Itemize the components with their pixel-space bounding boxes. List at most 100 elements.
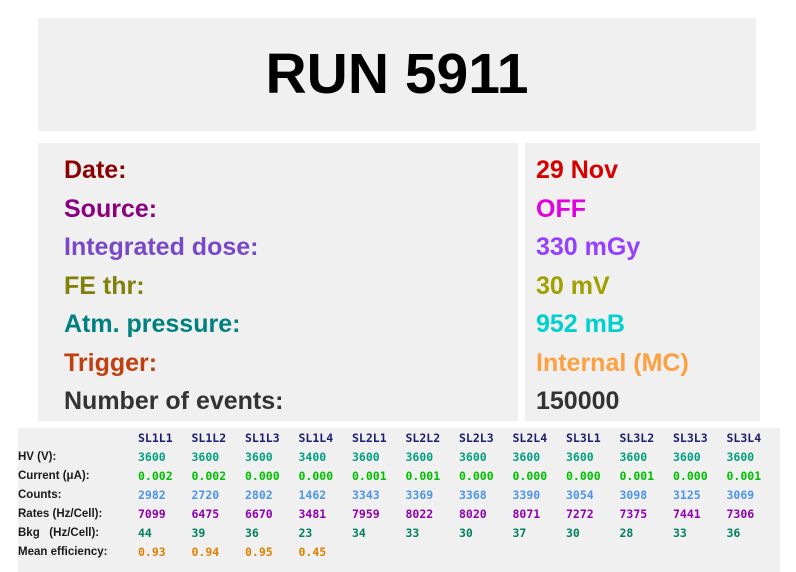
table-cell: 3343 bbox=[352, 487, 380, 502]
table-cell: 2802 bbox=[245, 487, 273, 502]
table-cell: 0.45 bbox=[298, 544, 327, 559]
table-cell: 3125 bbox=[673, 487, 701, 502]
table-column-header: SL2L2 bbox=[405, 430, 441, 445]
table-cell: 0.000 bbox=[673, 468, 708, 483]
info-value: 952 mB bbox=[536, 310, 625, 338]
table-cell: 0.001 bbox=[619, 468, 655, 483]
info-value: 150000 bbox=[536, 387, 620, 415]
table-cell: 3369 bbox=[405, 487, 434, 502]
table-row-header: HV (V): bbox=[18, 450, 57, 463]
table-row: HV (V): 3600 3600 3600 3400 3600 3600 3600 3600 3… bbox=[18, 447, 780, 466]
slot-layer-table-panel: SL1L1 SL1L2 SL1L3 SL1L4 SL2L1 SL2L2 SL2L3 SL2L4… bbox=[18, 428, 780, 572]
table-cell bbox=[352, 542, 406, 561]
table-cell: 0.002 bbox=[191, 468, 227, 483]
info-label: Trigger: bbox=[64, 348, 158, 377]
info-value: 30 mV bbox=[536, 271, 610, 300]
table-cell: 0.001 bbox=[352, 468, 387, 483]
run-title-panel: RUN 5911 bbox=[38, 18, 756, 131]
table-cell: 36 bbox=[245, 525, 259, 540]
table-cell: 3481 bbox=[298, 506, 327, 521]
table-corner-cell bbox=[18, 428, 138, 447]
table-cell: 3600 bbox=[352, 449, 380, 464]
table-cell: 7959 bbox=[352, 506, 380, 521]
table-cell: 0.94 bbox=[191, 544, 220, 559]
table-cell: 3600 bbox=[673, 449, 701, 464]
table-cell: 3368 bbox=[459, 487, 487, 502]
table-cell: 7375 bbox=[619, 506, 648, 521]
table-cell bbox=[727, 542, 781, 561]
info-value: Internal (MC) bbox=[536, 348, 689, 377]
table-cell: 3390 bbox=[512, 487, 541, 502]
table-cell bbox=[673, 542, 727, 561]
table-cell bbox=[566, 542, 620, 561]
table-cell: 3098 bbox=[619, 487, 648, 502]
table-cell bbox=[459, 542, 513, 561]
table-cell: 3600 bbox=[405, 449, 434, 464]
table-row: Rates (Hz/Cell): 7099 6475 6670 3481 7959 8022… bbox=[18, 504, 780, 523]
info-label: Integrated dose: bbox=[64, 233, 259, 261]
table-column-header: SL2L3 bbox=[459, 430, 494, 445]
table-cell: 3600 bbox=[138, 449, 166, 464]
table-cell: 0.93 bbox=[138, 544, 166, 559]
table-header: SL1L1 SL1L2 SL1L3 SL1L4 SL2L1 SL2L2 SL2L3 SL2L4… bbox=[18, 428, 780, 447]
table-column-header: SL1L3 bbox=[245, 430, 280, 445]
table-cell: 3600 bbox=[512, 449, 541, 464]
info-label: Atm. pressure: bbox=[64, 310, 241, 338]
table-column-header: SL2L1 bbox=[352, 430, 387, 445]
table-cell: 37 bbox=[512, 525, 527, 540]
table-cell: 0.000 bbox=[459, 468, 494, 483]
table-cell: 8071 bbox=[512, 506, 541, 521]
table-cell: 3600 bbox=[191, 449, 220, 464]
table-cell: 3600 bbox=[566, 449, 594, 464]
table-body: HV (V): 3600 3600 3600 3400 3600 3600 3600 3600 3… bbox=[18, 447, 780, 561]
table-cell: 3054 bbox=[566, 487, 594, 502]
info-label: Source: bbox=[64, 194, 158, 223]
table-cell: 30 bbox=[566, 525, 580, 540]
table-cell: 3069 bbox=[726, 487, 755, 502]
table-cell: 0.001 bbox=[405, 468, 441, 483]
table-cell bbox=[513, 542, 567, 561]
table-cell: 0.000 bbox=[298, 468, 334, 483]
table-column-header: SL1L2 bbox=[191, 430, 227, 445]
table-cell: 23 bbox=[298, 525, 313, 540]
info-value: 29 Nov bbox=[536, 156, 618, 184]
run-info-labels-panel: Date: Source: Integrated dose: FE thr: Atm. … bbox=[38, 143, 518, 421]
table-cell bbox=[406, 542, 460, 561]
table-row-header: Counts: bbox=[18, 488, 62, 501]
table-cell: 7099 bbox=[138, 506, 166, 521]
table-cell: 6475 bbox=[191, 506, 220, 521]
run-info-values-panel: 29 Nov OFF 330 mGy 30 mV 952 mB Internal (MC)… bbox=[525, 143, 760, 421]
table-cell: 0.001 bbox=[726, 468, 762, 483]
table-cell: 28 bbox=[619, 525, 634, 540]
info-label: FE thr: bbox=[64, 271, 145, 300]
table-column-header: SL1L1 bbox=[138, 430, 173, 445]
table-column-header: SL3L3 bbox=[673, 430, 708, 445]
table-cell: 7306 bbox=[726, 506, 755, 521]
table-column-header: SL2L4 bbox=[512, 430, 548, 445]
table-cell: 34 bbox=[352, 525, 366, 540]
table-row: Mean efficiency: 0.93 0.94 0.95 0.45 bbox=[18, 542, 780, 561]
table-cell: 0.000 bbox=[245, 468, 280, 483]
table-cell: 0.000 bbox=[512, 468, 548, 483]
info-value: OFF bbox=[536, 194, 586, 223]
table-cell: 0.002 bbox=[138, 468, 173, 483]
table-cell: 44 bbox=[138, 525, 152, 540]
table-row-header: Rates (Hz/Cell): bbox=[18, 507, 103, 520]
table-cell: 8022 bbox=[405, 506, 434, 521]
table-column-header: SL3L1 bbox=[566, 430, 601, 445]
table-cell bbox=[620, 542, 674, 561]
table-column-header: SL3L4 bbox=[726, 430, 762, 445]
page-title: RUN 5911 bbox=[265, 42, 529, 106]
table-row: Counts: 2982 2720 2802 1462 3343 3369 3368 3390 3… bbox=[18, 485, 780, 504]
table-cell: 30 bbox=[459, 525, 473, 540]
table-cell: 6670 bbox=[245, 506, 273, 521]
table-row-header: Mean efficiency: bbox=[18, 545, 108, 558]
table-cell: 3600 bbox=[459, 449, 487, 464]
table-cell: 36 bbox=[726, 525, 741, 540]
table-row: Current (μA): 0.002 0.002 0.000 0.000 0.001 0.… bbox=[18, 466, 780, 485]
table-cell: 0.95 bbox=[245, 544, 273, 559]
table-cell: 3600 bbox=[245, 449, 273, 464]
table-cell: 33 bbox=[405, 525, 420, 540]
table-cell: 7272 bbox=[566, 506, 594, 521]
table-cell: 33 bbox=[673, 525, 687, 540]
